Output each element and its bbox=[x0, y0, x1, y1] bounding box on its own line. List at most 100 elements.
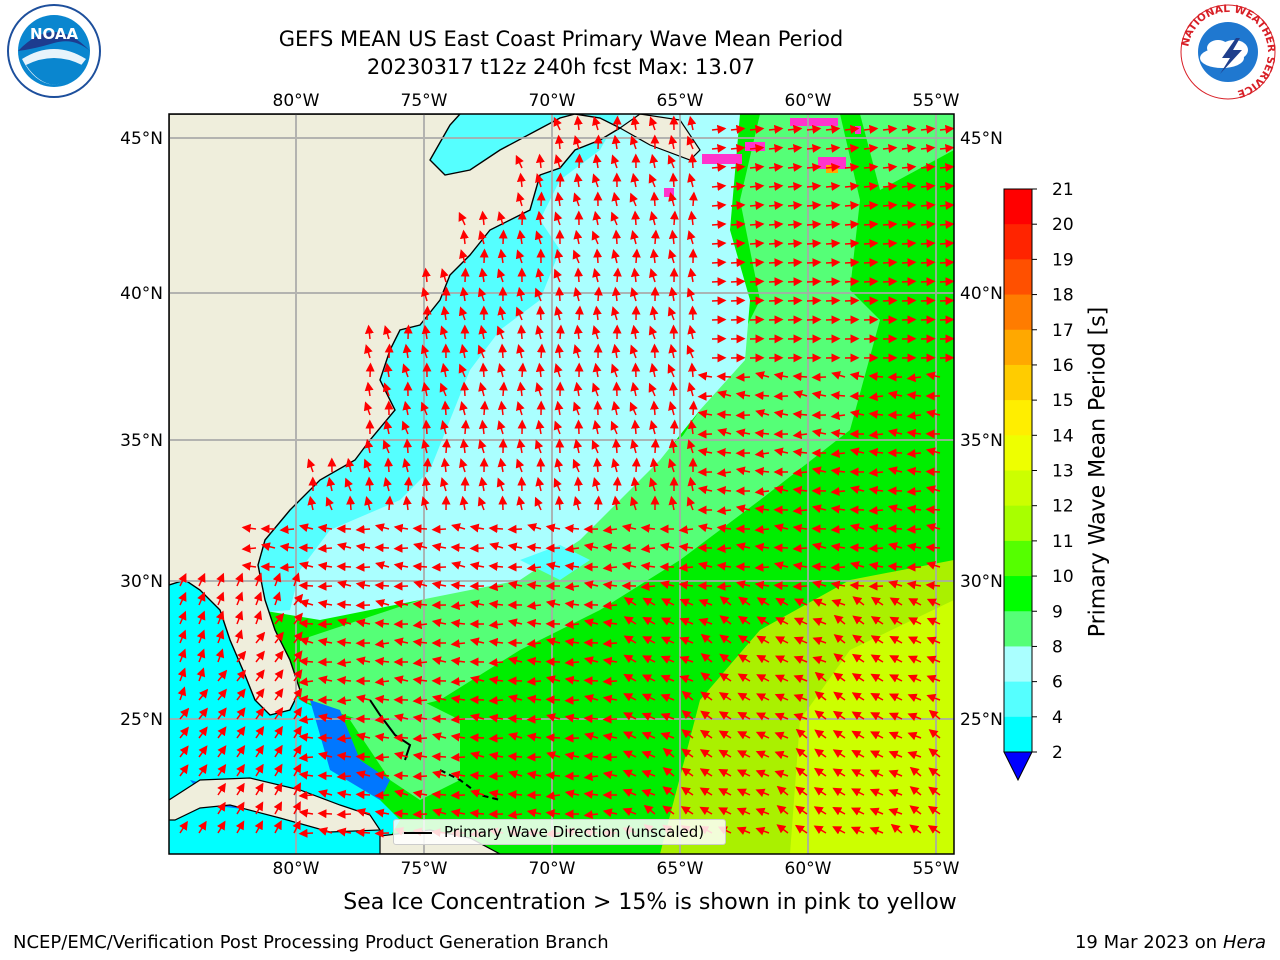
wave-arrow bbox=[298, 523, 314, 533]
wave-arrow bbox=[814, 729, 827, 739]
wave-arrow bbox=[687, 382, 696, 397]
wave-arrow bbox=[516, 229, 526, 245]
wave-arrow bbox=[534, 287, 543, 302]
wave-arrow bbox=[412, 620, 428, 630]
wave-arrow bbox=[928, 729, 941, 739]
wave-arrow bbox=[273, 782, 283, 796]
wave-arrow bbox=[825, 162, 841, 172]
wave-arrow bbox=[298, 770, 314, 780]
wave-arrow bbox=[235, 572, 244, 587]
wave-arrow bbox=[737, 615, 751, 625]
wave-arrow bbox=[477, 287, 487, 302]
wave-arrow bbox=[792, 561, 808, 571]
wave-arrow bbox=[851, 769, 865, 778]
wave-arrow bbox=[450, 790, 466, 800]
wave-arrow bbox=[773, 485, 789, 495]
wave-arrow bbox=[298, 619, 314, 629]
wave-arrow bbox=[535, 210, 545, 226]
wave-arrow bbox=[459, 343, 469, 359]
wave-arrow bbox=[776, 805, 789, 815]
wave-arrow bbox=[851, 673, 865, 682]
lon-tick-top: 55°W bbox=[913, 91, 960, 111]
wave-arrow bbox=[749, 277, 765, 287]
wave-arrow bbox=[920, 162, 936, 172]
wave-arrow bbox=[469, 771, 485, 781]
wave-arrow bbox=[545, 791, 561, 801]
wave-arrow bbox=[844, 182, 860, 191]
wave-arrow bbox=[412, 658, 428, 668]
wave-arrow bbox=[825, 277, 841, 287]
wave-arrow bbox=[393, 809, 409, 819]
wave-arrow bbox=[850, 561, 865, 570]
wave-arrow bbox=[640, 561, 656, 571]
wave-arrow bbox=[863, 315, 879, 325]
wave-arrow bbox=[197, 591, 206, 606]
wave-arrow bbox=[241, 561, 257, 571]
wave-arrow bbox=[534, 439, 544, 454]
wave-arrow bbox=[383, 419, 393, 435]
wave-arrow bbox=[293, 669, 303, 682]
wave-arrow bbox=[279, 524, 295, 534]
wave-arrow bbox=[469, 809, 485, 819]
wave-arrow bbox=[711, 143, 727, 153]
wave-arrow bbox=[830, 411, 846, 421]
wave-arrow bbox=[564, 695, 580, 705]
wave-arrow bbox=[787, 296, 803, 306]
wave-arrow bbox=[421, 324, 431, 340]
wave-arrow bbox=[681, 710, 694, 720]
wave-arrow bbox=[870, 654, 884, 664]
wave-arrow bbox=[602, 676, 618, 686]
wave-arrow bbox=[611, 306, 620, 321]
wave-arrow bbox=[697, 391, 713, 401]
wave-arrow bbox=[667, 306, 677, 321]
wave-arrow bbox=[716, 485, 732, 495]
wave-arrow bbox=[298, 732, 314, 742]
wave-arrow bbox=[177, 686, 187, 701]
wave-arrow bbox=[178, 591, 187, 606]
wave-arrow bbox=[177, 648, 187, 663]
wave-arrow bbox=[374, 543, 390, 553]
wave-arrow bbox=[906, 524, 922, 534]
wave-arrow bbox=[901, 143, 917, 153]
map-legend: Primary Wave Direction (unscaled) bbox=[393, 819, 726, 845]
wave-arrow bbox=[939, 143, 954, 153]
wave-arrow bbox=[755, 769, 770, 778]
wave-arrow bbox=[460, 419, 470, 435]
wave-arrow bbox=[564, 561, 580, 571]
wave-arrow bbox=[806, 315, 822, 325]
wave-arrow bbox=[852, 615, 865, 625]
wave-arrow bbox=[555, 324, 565, 340]
legend-label: Primary Wave Direction (unscaled) bbox=[444, 823, 705, 841]
wave-arrow bbox=[844, 162, 860, 172]
wave-arrow bbox=[178, 610, 187, 625]
wave-arrow bbox=[649, 248, 659, 264]
wave-arrow bbox=[641, 788, 656, 798]
wave-arrow bbox=[640, 544, 656, 554]
wave-arrow bbox=[792, 485, 808, 495]
wave-arrow bbox=[420, 401, 429, 416]
colorbar-segment bbox=[1004, 400, 1032, 436]
wave-arrow bbox=[749, 220, 765, 230]
wave-arrow bbox=[602, 808, 618, 818]
wave-arrow bbox=[336, 713, 352, 723]
wave-arrow bbox=[850, 826, 865, 835]
wave-arrow bbox=[526, 618, 542, 628]
wave-arrow bbox=[572, 458, 581, 473]
wave-arrow bbox=[630, 476, 640, 492]
wave-arrow bbox=[526, 694, 542, 704]
wave-arrow bbox=[649, 210, 658, 226]
wave-arrow bbox=[888, 769, 903, 779]
wave-arrow bbox=[507, 752, 523, 762]
wave-arrow bbox=[901, 315, 917, 325]
wave-arrow bbox=[546, 751, 561, 760]
wave-arrow bbox=[440, 268, 449, 283]
wave-arrow bbox=[901, 162, 917, 172]
wave-arrow bbox=[574, 267, 584, 283]
wave-arrow bbox=[793, 390, 808, 399]
wave-arrow bbox=[611, 248, 620, 264]
wave-arrow bbox=[535, 362, 545, 378]
wave-arrow bbox=[498, 229, 508, 245]
wave-arrow bbox=[546, 713, 561, 722]
wave-arrow bbox=[564, 619, 580, 629]
wave-arrow bbox=[393, 637, 409, 647]
